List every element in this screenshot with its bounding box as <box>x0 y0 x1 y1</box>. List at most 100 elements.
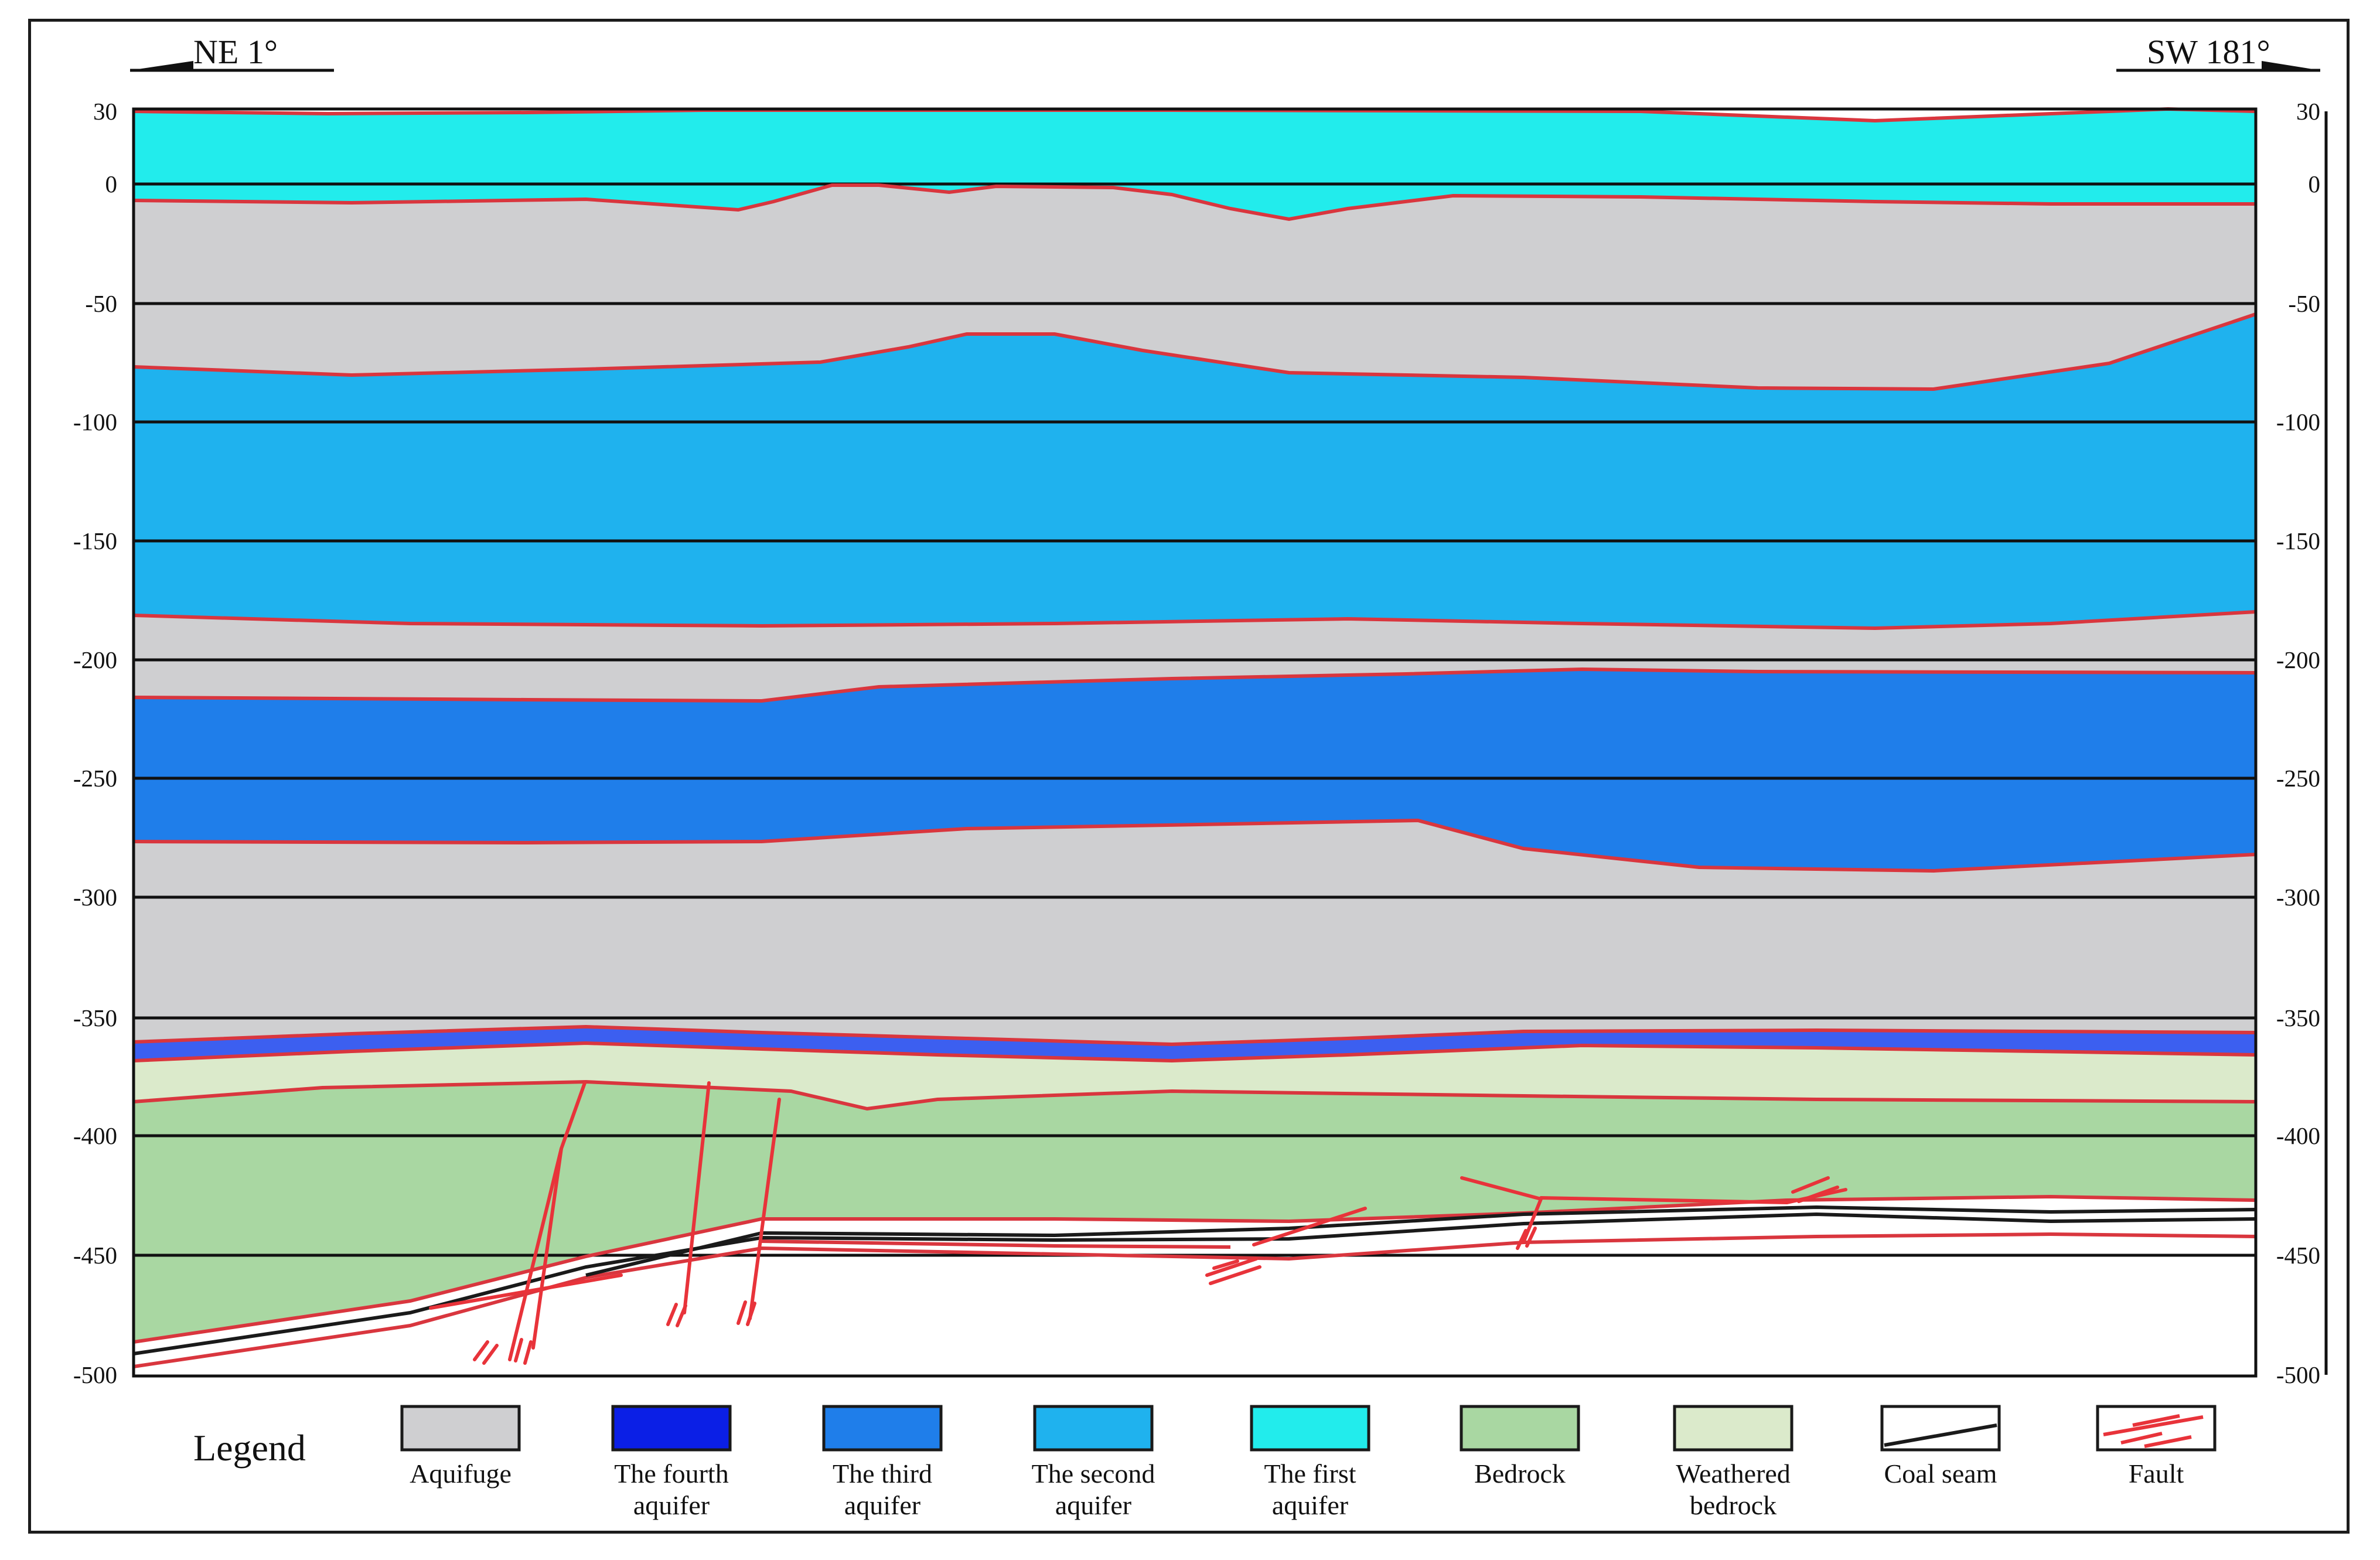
tick-label-right: -100 <box>2276 408 2320 435</box>
fourth-aquifer-swatch <box>611 1405 732 1452</box>
coal-seam-upper <box>585 1205 2256 1277</box>
direction-arrow-right-icon <box>2262 61 2320 70</box>
tick-label-left: -200 <box>73 646 117 673</box>
boundary-second-aquifer-base <box>133 610 2256 631</box>
weathered-bedrock-swatch <box>1673 1405 1793 1452</box>
layer-boundaries <box>133 107 2256 1368</box>
legend-label: Aquifuge <box>410 1459 512 1489</box>
direction-right-label: SW 181° <box>2147 33 2270 71</box>
aquifuge-layer-lower <box>134 820 2256 1044</box>
legend-label: The third <box>833 1459 932 1489</box>
boundary-coal-floor <box>133 1232 2256 1368</box>
coal-seam-line <box>1884 1423 1997 1447</box>
boundary-third-aquifer-base <box>133 818 2256 873</box>
boundary-second-aquifer-top <box>133 312 2256 391</box>
aquifuge-layer-upper <box>134 185 2256 389</box>
layer-fills <box>134 109 2256 1342</box>
coal-seams <box>133 1205 2256 1355</box>
tick-label-left: 30 <box>93 98 117 125</box>
boundary-third-aquifer-top <box>133 667 2256 703</box>
tick-label-left: -450 <box>73 1242 117 1269</box>
legend-label: aquifer <box>844 1490 920 1520</box>
direction-left-label: NE 1° <box>193 33 278 71</box>
plot-border <box>132 107 2258 1378</box>
legend-item: Bedrock <box>1460 1405 1580 1489</box>
legend-item: Coal seam <box>1880 1405 2001 1489</box>
bedrock-swatch <box>1460 1405 1580 1452</box>
boundary-fourth-aquifer-base <box>133 1041 2256 1063</box>
tick-label-right: -50 <box>2288 290 2320 317</box>
tick-label-right: -450 <box>2276 1242 2320 1269</box>
legend-label: Fault <box>2129 1459 2184 1489</box>
legend-label: bedrock <box>1690 1490 1777 1520</box>
tick-label-left: 0 <box>105 171 118 197</box>
tick-label-left: -400 <box>73 1122 117 1149</box>
right-depth-axis: 30 0 -50 -100 -150 -200 -250 -300 -350 -400 -450 -5… <box>2276 98 2320 1388</box>
boundary-bedrock-base <box>133 1194 2256 1344</box>
fault-line-2 <box>531 1147 563 1350</box>
fault-arrows <box>473 1176 1839 1365</box>
faults <box>429 1081 1847 1365</box>
boundary-coal-mid <box>761 1239 1231 1249</box>
left-depth-axis: 30 0 -50 -100 -150 -200 -250 -300 -350 -400 -450 -5… <box>73 98 117 1388</box>
boundary-fourth-aquifer-top <box>133 1024 2256 1047</box>
legend-title: Legend <box>193 1427 306 1469</box>
tick-label-left: -500 <box>73 1361 117 1388</box>
fault-line-thrust-2 <box>1252 1207 1367 1246</box>
direction-arrow-left-icon <box>130 61 193 70</box>
legend-label: Coal seam <box>1884 1459 1997 1489</box>
coal-seam-lower <box>133 1212 2256 1355</box>
tick-label-right: -300 <box>2276 884 2320 911</box>
fault-line-thrust-1 <box>429 1273 623 1310</box>
tick-label-left: -300 <box>73 884 117 911</box>
bedrock-layer <box>134 1082 2256 1342</box>
tick-label-right: -200 <box>2276 646 2320 673</box>
fault-line-4 <box>748 1098 781 1320</box>
tick-label-left: -100 <box>73 408 117 435</box>
legend-label: The fourth <box>614 1459 728 1489</box>
weathered-bedrock-layer <box>134 1043 2256 1109</box>
aquifuge-layer-middle <box>134 612 2256 701</box>
tick-label-right: -350 <box>2276 1004 2320 1031</box>
third-aquifer-swatch <box>822 1405 943 1452</box>
boundary-first-aquifer-base <box>133 183 2256 222</box>
depth-grid <box>134 182 2256 1257</box>
legend-item: Fault <box>2096 1405 2217 1489</box>
tick-label-right: -150 <box>2276 527 2320 554</box>
direction-left: NE 1° <box>130 33 334 72</box>
tick-label-left: -150 <box>73 527 117 554</box>
legend-label: The second <box>1032 1459 1155 1489</box>
tick-label-left: -250 <box>73 765 117 792</box>
aquifuge-swatch <box>400 1405 521 1452</box>
tick-label-right: 0 <box>2309 171 2321 197</box>
legend-item: Aquifuge <box>400 1405 521 1489</box>
tick-label-right: -250 <box>2276 765 2320 792</box>
third-aquifer-layer <box>134 669 2256 871</box>
second-aquifer-layer <box>134 314 2256 628</box>
first-aquifer-swatch <box>1250 1405 1370 1452</box>
direction-right: SW 181° <box>2116 33 2320 72</box>
tick-label-left: -50 <box>85 290 117 317</box>
legend-label: aquifer <box>1272 1490 1348 1520</box>
tick-label-right: -400 <box>2276 1122 2320 1149</box>
second-aquifer-swatch <box>1033 1405 1154 1452</box>
legend-label: Weathered <box>1676 1459 1791 1489</box>
boundary-weathered-base <box>133 1079 2256 1111</box>
first-aquifer-layer <box>134 109 2256 219</box>
fault-legend-mark <box>2103 1414 2204 1448</box>
legend-label: Bedrock <box>1474 1459 1566 1489</box>
tick-label-right: -500 <box>2276 1361 2320 1388</box>
legend-label: The first <box>1264 1459 1356 1489</box>
tick-label-left: -350 <box>73 1004 117 1031</box>
tick-label-right: 30 <box>2296 98 2320 125</box>
legend-label: aquifer <box>1055 1490 1131 1520</box>
fault-line-3 <box>683 1081 711 1314</box>
fault-line-thrust-4 <box>1539 1188 1847 1205</box>
